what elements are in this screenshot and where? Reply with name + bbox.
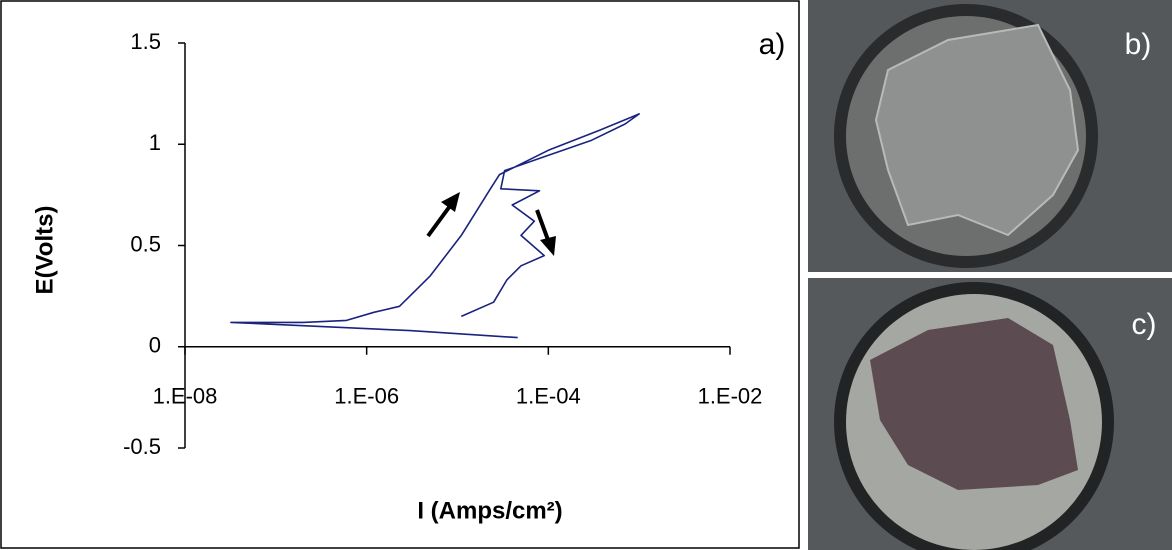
panel-label: a) (759, 28, 786, 61)
chart-frame (0, 0, 800, 549)
x-tick-label: 1.E-02 (698, 384, 763, 409)
x-axis-title: I (Amps/cm²) (417, 497, 562, 524)
y-tick-label: 1 (149, 130, 161, 155)
panel-label: c) (1132, 308, 1157, 341)
arrow-up (426, 192, 460, 238)
photos: b) c) (808, 0, 1172, 550)
y-tick-label: 0.5 (130, 231, 161, 256)
photo-b: b) (808, 0, 1172, 272)
photo-c: c) (808, 278, 1172, 550)
x-tick-label: 1.E-08 (153, 384, 218, 409)
y-tick-label: -0.5 (123, 434, 161, 459)
y-axis-title: E(Volts) (31, 206, 58, 295)
arrow-down (535, 209, 556, 256)
y-tick-label: 0 (149, 333, 161, 358)
x-tick-label: 1.E-04 (516, 384, 581, 409)
chart: a) E(Volts) I (Amps/cm²) -0.5 0 0.5 1 1.5 1.E… (0, 0, 800, 549)
x-tick-label: 1.E-06 (334, 384, 399, 409)
panel-label: b) (1125, 28, 1152, 61)
y-tick-label: 1.5 (130, 29, 161, 54)
data-line (230, 113, 640, 339)
